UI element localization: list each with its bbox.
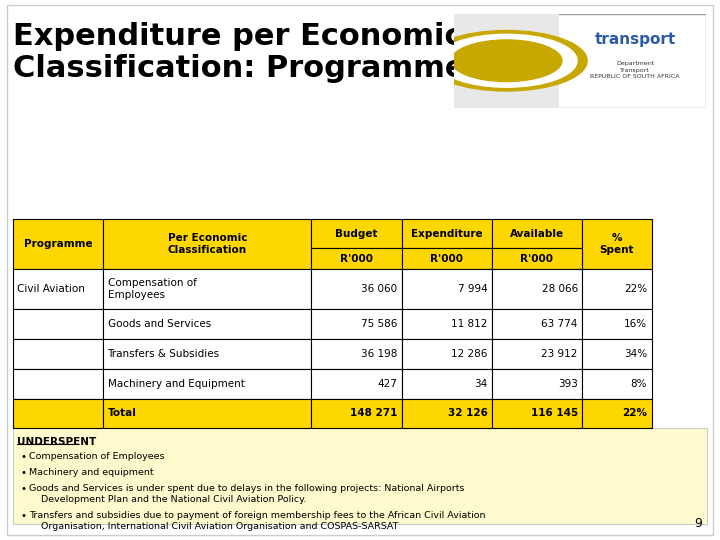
Text: •: • bbox=[20, 452, 26, 462]
Bar bbox=[582, 219, 652, 269]
Text: Per Economic
Classification: Per Economic Classification bbox=[168, 233, 247, 255]
Text: 8%: 8% bbox=[631, 379, 647, 389]
Text: 9: 9 bbox=[694, 517, 702, 530]
Text: 12 286: 12 286 bbox=[451, 349, 487, 359]
Bar bbox=[402, 339, 492, 369]
Bar bbox=[402, 269, 492, 309]
Text: •: • bbox=[20, 511, 26, 522]
Bar bbox=[402, 248, 492, 269]
Text: 36 060: 36 060 bbox=[361, 284, 397, 294]
Bar bbox=[492, 309, 582, 339]
Text: 393: 393 bbox=[558, 379, 577, 389]
Text: 63 774: 63 774 bbox=[541, 319, 577, 329]
Text: Machinery and Equipment: Machinery and Equipment bbox=[107, 379, 244, 389]
Bar bbox=[492, 269, 582, 309]
Bar bbox=[492, 399, 582, 428]
Text: 427: 427 bbox=[377, 379, 397, 389]
Text: Available: Available bbox=[510, 228, 564, 239]
Text: 148 271: 148 271 bbox=[350, 408, 397, 418]
Text: Machinery and equipment: Machinery and equipment bbox=[29, 468, 153, 477]
Text: 116 145: 116 145 bbox=[531, 408, 577, 418]
Bar bbox=[454, 14, 559, 108]
Bar bbox=[492, 369, 582, 399]
Text: Expenditure: Expenditure bbox=[411, 228, 482, 239]
Circle shape bbox=[436, 35, 577, 87]
Bar bbox=[492, 219, 582, 248]
Bar bbox=[103, 219, 312, 269]
Bar bbox=[312, 219, 402, 248]
Text: Civil Aviation: Civil Aviation bbox=[17, 284, 85, 294]
Text: •: • bbox=[20, 484, 26, 495]
Text: 22%: 22% bbox=[624, 284, 647, 294]
Bar bbox=[582, 309, 652, 339]
Text: 7 994: 7 994 bbox=[458, 284, 487, 294]
Text: UNDERSPENT: UNDERSPENT bbox=[17, 437, 96, 447]
Bar bbox=[582, 369, 652, 399]
Bar bbox=[492, 339, 582, 369]
Text: Compensation of
Employees: Compensation of Employees bbox=[107, 279, 197, 300]
Bar bbox=[312, 248, 402, 269]
Text: 28 066: 28 066 bbox=[541, 284, 577, 294]
Text: 32 126: 32 126 bbox=[448, 408, 487, 418]
Text: Expenditure per Economic
Classification: Programme 5: Expenditure per Economic Classification:… bbox=[13, 22, 498, 83]
Bar bbox=[402, 399, 492, 428]
Bar bbox=[13, 309, 103, 339]
Text: R'000: R'000 bbox=[431, 254, 463, 264]
Bar bbox=[103, 269, 312, 309]
Bar bbox=[402, 309, 492, 339]
Bar bbox=[13, 399, 103, 428]
Bar bbox=[103, 399, 312, 428]
Bar bbox=[402, 219, 492, 248]
Text: Total: Total bbox=[107, 408, 136, 418]
Bar bbox=[312, 269, 402, 309]
Bar bbox=[402, 369, 492, 399]
Text: R'000: R'000 bbox=[521, 254, 554, 264]
Text: Goods and Services is under spent due to delays in the following projects: Natio: Goods and Services is under spent due to… bbox=[29, 484, 464, 504]
Bar bbox=[312, 369, 402, 399]
Text: 22%: 22% bbox=[622, 408, 647, 418]
Text: Goods and Services: Goods and Services bbox=[107, 319, 211, 329]
Text: 11 812: 11 812 bbox=[451, 319, 487, 329]
Bar bbox=[13, 369, 103, 399]
Circle shape bbox=[426, 30, 588, 91]
Text: R'000: R'000 bbox=[340, 254, 373, 264]
Bar bbox=[103, 369, 312, 399]
Text: 34%: 34% bbox=[624, 349, 647, 359]
Circle shape bbox=[451, 40, 562, 82]
Text: Transfers and subsidies due to payment of foreign membership fees to the African: Transfers and subsidies due to payment o… bbox=[29, 511, 485, 531]
Bar bbox=[103, 309, 312, 339]
Text: Budget: Budget bbox=[336, 228, 378, 239]
Text: 16%: 16% bbox=[624, 319, 647, 329]
Text: •: • bbox=[20, 468, 26, 478]
Text: 75 586: 75 586 bbox=[361, 319, 397, 329]
Text: %
Spent: % Spent bbox=[600, 233, 634, 255]
Text: Compensation of Employees: Compensation of Employees bbox=[29, 452, 164, 461]
Text: Transfers & Subsidies: Transfers & Subsidies bbox=[107, 349, 220, 359]
Bar bbox=[13, 339, 103, 369]
Text: Department
Transport
REPUBLIC OF SOUTH AFRICA: Department Transport REPUBLIC OF SOUTH A… bbox=[590, 62, 680, 79]
Bar bbox=[492, 248, 582, 269]
Bar bbox=[582, 269, 652, 309]
Text: transport: transport bbox=[595, 32, 675, 48]
Bar bbox=[13, 428, 707, 524]
Bar bbox=[13, 219, 103, 269]
Bar bbox=[312, 339, 402, 369]
Bar bbox=[582, 399, 652, 428]
Bar bbox=[13, 269, 103, 309]
Text: Programme: Programme bbox=[24, 239, 92, 249]
Text: 34: 34 bbox=[474, 379, 487, 389]
Text: 36 198: 36 198 bbox=[361, 349, 397, 359]
Bar bbox=[312, 309, 402, 339]
Bar bbox=[103, 339, 312, 369]
Bar bbox=[312, 399, 402, 428]
Text: 23 912: 23 912 bbox=[541, 349, 577, 359]
Bar bbox=[582, 339, 652, 369]
